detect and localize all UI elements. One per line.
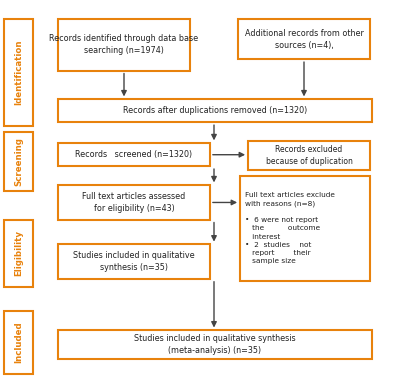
FancyBboxPatch shape bbox=[58, 244, 210, 279]
FancyBboxPatch shape bbox=[248, 141, 370, 170]
Text: Identification: Identification bbox=[14, 40, 23, 105]
Text: Studies included in qualitative synthesis
(meta-analysis) (n=35): Studies included in qualitative synthesi… bbox=[134, 334, 296, 355]
FancyBboxPatch shape bbox=[240, 176, 370, 281]
FancyBboxPatch shape bbox=[58, 143, 210, 166]
FancyBboxPatch shape bbox=[4, 220, 33, 286]
FancyBboxPatch shape bbox=[238, 19, 370, 59]
FancyBboxPatch shape bbox=[58, 99, 372, 122]
FancyBboxPatch shape bbox=[58, 330, 372, 359]
FancyBboxPatch shape bbox=[4, 19, 33, 126]
Text: Records identified through data base
searching (n=1974): Records identified through data base sea… bbox=[50, 34, 198, 55]
Text: Full text articles exclude
with reasons (n=8)

•  6 were not report
   the      : Full text articles exclude with reasons … bbox=[245, 192, 335, 264]
Text: Records after duplications removed (n=1320): Records after duplications removed (n=13… bbox=[123, 106, 307, 115]
FancyBboxPatch shape bbox=[58, 19, 190, 71]
Text: Additional records from other
sources (n=4),: Additional records from other sources (n… bbox=[244, 29, 364, 50]
Text: Records excluded
because of duplication: Records excluded because of duplication bbox=[266, 145, 352, 166]
Text: Records   screened (n=1320): Records screened (n=1320) bbox=[76, 150, 192, 159]
Text: Eligibility: Eligibility bbox=[14, 230, 23, 276]
FancyBboxPatch shape bbox=[4, 132, 33, 191]
FancyBboxPatch shape bbox=[4, 311, 33, 374]
Text: Screening: Screening bbox=[14, 137, 23, 186]
Text: Full text articles assessed
for eligibility (n=43): Full text articles assessed for eligibil… bbox=[82, 192, 186, 213]
FancyBboxPatch shape bbox=[58, 185, 210, 220]
Text: Included: Included bbox=[14, 322, 23, 363]
Text: Studies included in qualitative
synthesis (n=35): Studies included in qualitative synthesi… bbox=[73, 251, 195, 272]
